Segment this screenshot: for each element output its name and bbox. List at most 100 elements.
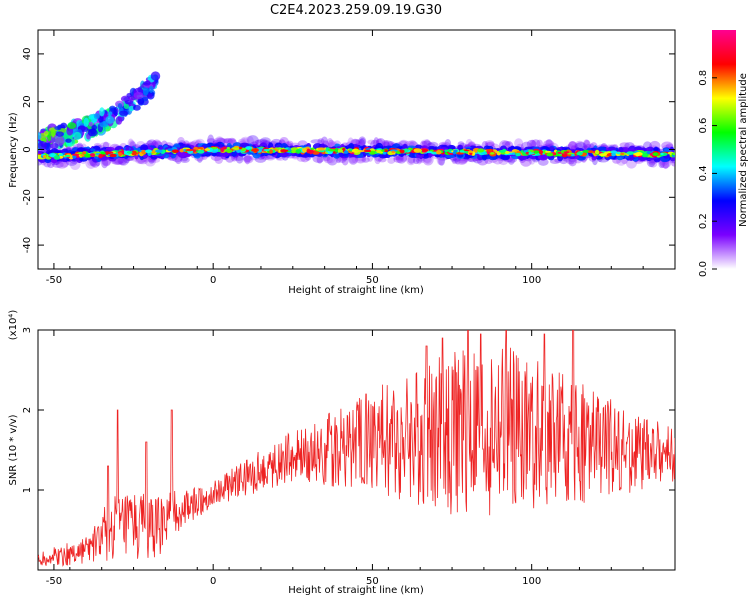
heatmap-cell <box>563 151 570 154</box>
colorbar-ticks: 0.0 0.2 0.4 0.6 0.8 <box>698 70 717 277</box>
heatmap-cell <box>568 157 575 165</box>
heatmap-cell <box>38 141 47 151</box>
heatmap-cell <box>306 148 311 154</box>
y-tick-label: -40 <box>22 237 33 253</box>
heatmap-cell <box>105 115 115 124</box>
snr-panel: -50 0 50 100 1 2 3 Height of straight line (km… <box>8 310 676 596</box>
spectrogram-ticks: -50 0 50 100 -40 -20 0 20 40 <box>22 30 676 286</box>
heatmap-cell <box>500 154 511 161</box>
heatmap-cell <box>358 136 367 147</box>
heatmap-cell <box>197 149 205 154</box>
heatmap-cell <box>72 155 77 159</box>
heatmap-cell <box>611 152 616 157</box>
spectrogram-heatmap <box>38 71 675 171</box>
heatmap-cell <box>196 147 204 150</box>
heatmap-cell <box>635 152 643 156</box>
heatmap-cell <box>387 157 396 164</box>
heatmap-cell <box>124 99 134 105</box>
heatmap-cell <box>49 143 59 149</box>
heatmap-cell <box>231 150 237 157</box>
heatmap-cell <box>302 147 307 153</box>
heatmap-cell <box>113 106 119 117</box>
heatmap-cell <box>620 152 625 155</box>
heatmap-cell <box>652 152 659 156</box>
heatmap-cell <box>316 156 323 164</box>
heatmap-cell <box>132 104 141 111</box>
heatmap-cell <box>98 153 103 159</box>
heatmap-cell <box>413 148 422 153</box>
heatmap-cell <box>82 151 87 155</box>
heatmap-cell <box>56 160 68 169</box>
heatmap-cell <box>67 122 77 130</box>
heatmap-cell <box>364 149 372 153</box>
heatmap-cell <box>89 153 96 157</box>
heatmap-cell <box>436 150 442 155</box>
heatmap-cell <box>477 148 485 153</box>
heatmap-cell <box>451 158 458 165</box>
heatmap-cell <box>456 151 464 155</box>
spectrogram-panel: -50 0 50 100 -40 -20 0 20 40 Height of straight … <box>8 29 676 296</box>
heatmap-cell <box>480 152 487 155</box>
colorbar-tick-label: 0.8 <box>698 70 709 86</box>
heatmap-cell <box>641 152 649 158</box>
heatmap-cell <box>100 142 111 148</box>
heatmap-cell <box>88 121 94 127</box>
snr-series-line <box>38 330 675 567</box>
heatmap-cell <box>399 149 405 154</box>
heatmap-cell <box>72 153 78 156</box>
heatmap-cell <box>420 148 429 152</box>
colorbar-tick-label: 0.2 <box>698 213 709 229</box>
heatmap-cell <box>42 154 47 159</box>
heatmap-cell <box>111 160 123 165</box>
heatmap-cell <box>355 139 363 146</box>
heatmap-cell <box>660 152 664 155</box>
heatmap-cell <box>142 85 149 96</box>
heatmap-cell <box>359 137 366 146</box>
heatmap-cell <box>393 155 401 161</box>
heatmap-cell <box>619 142 630 148</box>
heatmap-cell <box>391 150 395 154</box>
spectrogram-x-axis-label: Height of straight line (km) <box>288 285 424 296</box>
heatmap-cell <box>348 155 357 164</box>
heatmap-cell <box>118 152 123 157</box>
heatmap-cell <box>43 131 49 136</box>
heatmap-cell <box>421 140 432 146</box>
heatmap-cell <box>536 139 543 148</box>
heatmap-cell <box>452 151 456 155</box>
heatmap-cell <box>55 131 64 137</box>
heatmap-cell <box>594 149 600 155</box>
heatmap-cell <box>420 139 431 145</box>
heatmap-cell <box>549 159 561 164</box>
heatmap-cell <box>563 153 568 156</box>
heatmap-cell <box>60 122 68 129</box>
heatmap-cell <box>243 155 254 164</box>
heatmap-cell <box>211 151 217 157</box>
heatmap-cell <box>336 149 344 153</box>
heatmap-cell <box>148 85 154 93</box>
y-tick-label: 2 <box>22 407 33 413</box>
heatmap-cell <box>137 159 148 165</box>
heatmap-cell <box>528 152 535 155</box>
heatmap-cell <box>280 149 287 153</box>
heatmap-cell <box>445 154 456 158</box>
heatmap-cell <box>73 131 82 140</box>
heatmap-cell <box>517 154 528 161</box>
heatmap-cell <box>223 137 233 144</box>
heatmap-cell <box>179 148 185 153</box>
heatmap-cell <box>616 151 621 155</box>
heatmap-cell <box>247 135 259 147</box>
heatmap-cell <box>317 147 325 151</box>
heatmap-cell <box>206 138 216 144</box>
heatmap-cell <box>367 139 376 145</box>
snr-x-axis-label: Height of straight line (km) <box>288 585 424 596</box>
x-tick-label: -50 <box>46 576 62 587</box>
heatmap-cell <box>576 151 583 156</box>
heatmap-cell <box>109 153 117 158</box>
heatmap-cell <box>598 153 607 157</box>
heatmap-cell <box>126 92 133 98</box>
heatmap-cell <box>150 71 161 81</box>
heatmap-cell <box>90 148 96 152</box>
heatmap-cell <box>327 139 335 148</box>
heatmap-cell <box>626 151 635 155</box>
heatmap-cell <box>511 152 516 156</box>
